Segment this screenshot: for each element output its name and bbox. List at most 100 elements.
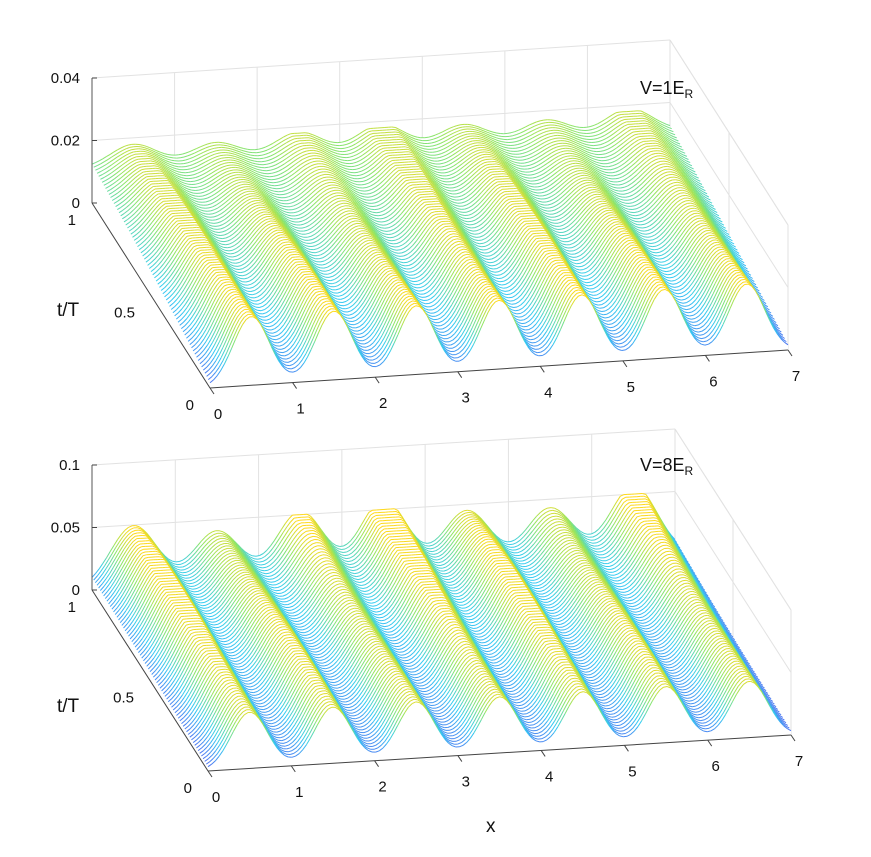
- surface-line: [651, 123, 656, 127]
- surface-line: [609, 133, 614, 137]
- surface-line: [411, 137, 416, 140]
- surface-line: [472, 126, 477, 129]
- surface-line: [109, 175, 114, 179]
- surface-line: [230, 154, 235, 157]
- surface-line: [515, 140, 520, 143]
- surface-line: [596, 144, 601, 146]
- surface-line: [230, 146, 235, 149]
- surface-line: [317, 168, 322, 171]
- surface-line: [450, 135, 455, 139]
- surface-line: [537, 136, 542, 140]
- surface-line: [367, 196, 372, 198]
- surface-line: [418, 144, 423, 147]
- surface-line: [232, 157, 236, 160]
- surface-line: [369, 146, 374, 151]
- surface-line: [427, 135, 432, 138]
- surface-line: [236, 150, 241, 153]
- surface-line: [266, 147, 271, 151]
- surface-line: [276, 193, 280, 196]
- surface-line: [439, 148, 444, 152]
- surface-line: [483, 130, 488, 133]
- surface-line: [190, 152, 196, 155]
- surface-line: [598, 159, 602, 162]
- surface-line: [335, 150, 340, 152]
- surface-line: [653, 119, 658, 123]
- surface-line: [663, 160, 668, 163]
- surface-line: [272, 140, 277, 144]
- surface-line: [351, 135, 356, 139]
- surface-line: [313, 145, 318, 148]
- surface-line: [145, 149, 150, 152]
- surface-line: [183, 162, 188, 165]
- surface-line: [126, 146, 130, 150]
- surface-line: [443, 146, 448, 150]
- surface-line: [369, 132, 374, 135]
- surface-line: [565, 142, 570, 145]
- surface-line: [231, 171, 236, 174]
- surface-line: [369, 138, 374, 143]
- surface-line: [617, 114, 622, 116]
- surface-line: [259, 169, 263, 171]
- surface-line: [241, 154, 246, 157]
- surface-line: [178, 153, 183, 156]
- surface-line: [275, 146, 280, 150]
- surface-line: [159, 162, 164, 166]
- surface-line: [656, 128, 661, 132]
- surface-line: [235, 154, 240, 157]
- surface-line: [257, 166, 262, 168]
- surface-line: [577, 138, 582, 141]
- surface-line: [203, 164, 208, 168]
- surface-line: [560, 135, 565, 137]
- surface-line: [518, 165, 523, 167]
- surface-line: [148, 157, 153, 160]
- surface-line: [425, 181, 429, 183]
- surface-line: [217, 152, 222, 154]
- surface-line: [116, 170, 121, 174]
- surface-line: [107, 156, 112, 160]
- surface-line: [472, 131, 477, 133]
- surface-line: [248, 186, 253, 188]
- surface-line: [526, 134, 531, 138]
- surface-line: [112, 172, 117, 177]
- surface-line: [586, 126, 591, 128]
- surface-line: [225, 243, 230, 246]
- surface-line: [441, 143, 446, 147]
- surface-line: [277, 157, 282, 161]
- surface-line: [239, 151, 244, 154]
- surface-line: [310, 135, 315, 138]
- surface-line: [103, 174, 108, 178]
- surface-line: [164, 153, 169, 155]
- surface-line: [118, 149, 123, 153]
- surface-line: [497, 140, 502, 143]
- surface-line: [93, 165, 98, 168]
- surface-line: [537, 129, 542, 133]
- surface-line: [430, 159, 435, 162]
- surface-line: [315, 143, 320, 146]
- surface-line: [144, 173, 149, 175]
- surface-line: [374, 208, 379, 211]
- surface-line: [114, 167, 119, 171]
- surface-line: [286, 211, 291, 214]
- surface-line: [289, 145, 295, 149]
- surface-line: [354, 171, 359, 174]
- surface-line: [294, 137, 298, 140]
- surface-line: [560, 130, 565, 133]
- surface-line: [438, 145, 443, 149]
- surface-line: [649, 123, 654, 127]
- surface-line: [320, 143, 325, 147]
- surface-line: [277, 149, 282, 153]
- surface-line: [248, 156, 253, 159]
- surface-line: [573, 132, 578, 136]
- surface-line: [658, 127, 663, 131]
- surface-line: [539, 125, 544, 128]
- surface-line: [214, 152, 219, 155]
- surface-line: [120, 145, 125, 149]
- surface-line: [475, 144, 480, 147]
- surface-line: [617, 180, 621, 183]
- surface-line: [353, 146, 358, 150]
- surface-line: [217, 228, 221, 230]
- surface-line: [166, 166, 172, 170]
- surface-line: [488, 134, 493, 137]
- surface-line: [471, 128, 475, 131]
- surface-line: [591, 135, 596, 137]
